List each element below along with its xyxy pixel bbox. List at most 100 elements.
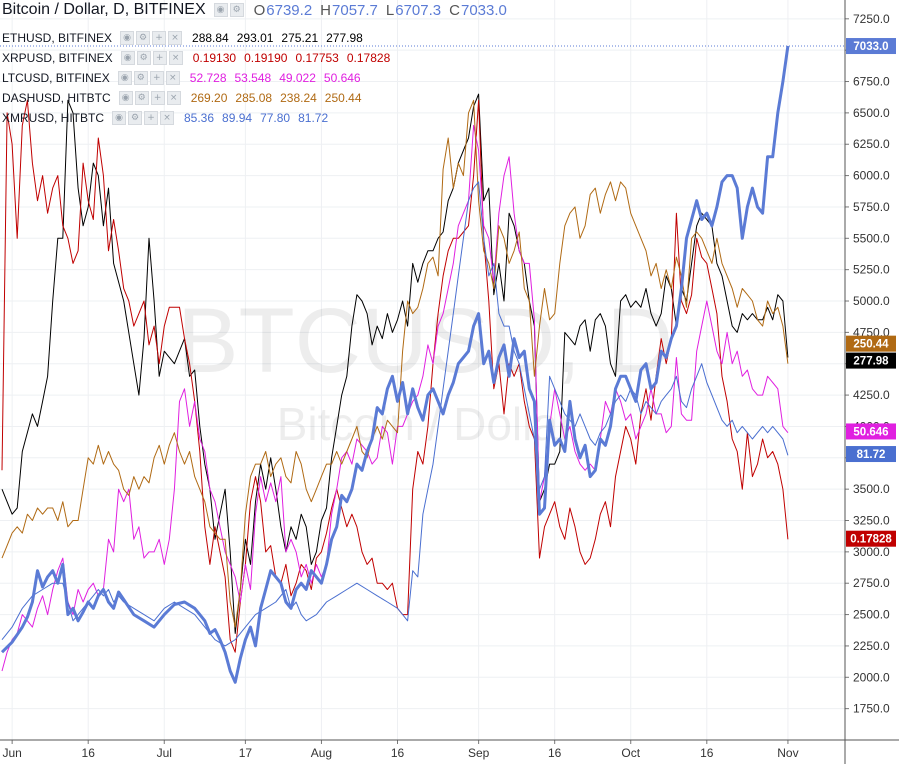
x-tick-label: Aug [311,746,332,760]
last-value-label-ethusd: 277.98 [846,352,896,369]
gear-icon[interactable]: ⚙ [136,31,151,45]
legend-value: 77.80 [260,111,291,125]
series-lines [0,45,790,684]
gear-icon[interactable]: ⚙ [136,51,151,65]
close-icon[interactable]: × [168,31,183,45]
high-label: H [320,1,332,19]
gear-icon[interactable]: ⚙ [134,91,149,105]
legend-row[interactable]: LTCUSD, BITFINEX ◉ ⚙ + × 52.728 53.548 49.022 50… [2,69,361,87]
x-tick-label: 16 [700,746,714,760]
y-tick-label: 6000.0 [853,169,890,183]
y-tick-label: 6250.0 [853,137,890,151]
last-value-text: 0.17828 [850,534,892,546]
y-tick-label: 1750.0 [853,702,890,716]
series-line-xmrusd [1,181,789,647]
legend-values: 269.20 285.08 238.24 250.44 [191,91,362,105]
legend-symbol: DASHUSD, HITBTC [2,91,111,105]
eye-icon[interactable]: ◉ [112,111,126,125]
legend-symbol: LTCUSD, BITFINEX [2,71,110,85]
y-tick-label: 7250.0 [853,12,890,26]
last-value-box [846,335,896,352]
gear-icon[interactable]: ⚙ [229,3,244,17]
legend-row[interactable]: XRPUSD, BITFINEX ◉ ⚙ + × 0.19130 0.19190 0.1775… [2,49,390,67]
legend-value: 293.01 [236,31,274,45]
last-value-text: 277.98 [853,356,889,368]
legend-symbol: ETHUSD, BITFINEX [2,31,113,45]
high-value: 7057.7 [332,1,378,19]
legend-value: 269.20 [190,91,228,105]
main-series-controls: ◉ ⚙ [213,3,244,17]
legend-row[interactable]: DASHUSD, HITBTC ◉ ⚙ + × 269.20 285.08 238.24 250… [2,89,362,107]
legend-value: 277.98 [326,31,363,45]
series-line-dashusd [1,99,789,628]
legend-controls: ◉ ⚙ + × [112,111,174,125]
y-tick-label: 5250.0 [853,263,890,277]
add-icon[interactable]: + [149,71,164,85]
add-icon[interactable]: + [152,51,167,65]
eye-icon[interactable]: ◉ [118,91,133,105]
add-icon[interactable]: + [144,111,158,125]
y-tick-label: 3000.0 [853,545,890,559]
legend-controls: ◉ ⚙ + × [118,91,181,105]
x-tick-label: 16 [82,746,96,760]
eye-icon[interactable]: ◉ [213,3,228,17]
legend-value: 275.21 [281,31,319,45]
last-value-box [846,38,896,55]
last-value-label-ltcusd: 50.646 [846,423,896,440]
legend-row-main[interactable]: Bitcoin / Dollar, D, BITFINEX ◉ ⚙ O6739.… [2,1,507,19]
add-icon[interactable]: + [152,31,167,45]
x-tick-label: 16 [391,746,405,760]
legend-value: 0.17753 [295,51,339,65]
last-value-box [846,352,896,369]
y-tick-label: 5750.0 [853,200,890,214]
x-tick-label: Sep [468,746,490,760]
x-tick-label: Jul [157,746,172,760]
close-icon[interactable]: × [165,71,180,85]
legend-value: 0.19190 [244,51,288,65]
close-icon[interactable]: × [160,111,174,125]
last-value-label-dashusd: 250.44 [846,335,896,352]
legend-value: 53.548 [234,71,272,85]
y-tick-label: 5500.0 [853,231,890,245]
open-value: 6739.2 [266,1,313,19]
y-tick-label: 2750.0 [853,576,890,590]
y-tick-label: 6750.0 [853,75,890,89]
x-tick-label: 16 [548,746,562,760]
x-tick-label: 17 [239,746,253,760]
last-value-labels: 7033.0 277.98 0.17828 50.646 250.44 81.72 [846,38,896,547]
legend-controls: ◉ ⚙ + × [120,31,183,45]
legend-values: 85.36 89.94 77.80 81.72 [184,111,328,125]
eye-icon[interactable]: ◉ [120,31,135,45]
legend-value: 238.24 [280,91,317,105]
eye-icon[interactable]: ◉ [120,51,135,65]
gear-icon[interactable]: ⚙ [128,111,142,125]
watermark-symbol: BTCUSD, D [177,290,673,392]
eye-icon[interactable]: ◉ [117,71,132,85]
last-value-box [846,423,896,440]
close-icon[interactable]: × [168,51,183,65]
legend-value: 52.728 [189,71,227,85]
legend-symbol: XMRUSD, HITBTC [2,111,104,125]
last-value-label-xmrusd: 81.72 [846,446,896,463]
x-tick-label: Nov [777,746,798,760]
legend-value: 50.646 [323,71,361,85]
close-icon[interactable]: × [166,91,181,105]
legend-row[interactable]: XMRUSD, HITBTC ◉ ⚙ + × 85.36 89.94 77.80 81.72 [2,109,328,127]
legend-value: 85.36 [184,111,215,125]
time-axis[interactable]: Jun 16 Jul 17 Aug 16 Sep 16 Oct 16 Nov [0,739,899,760]
last-value-label-btcusd: 7033.0 [846,38,896,55]
legend-value: 250.44 [324,91,362,105]
add-icon[interactable]: + [150,91,165,105]
last-value-text: 81.72 [857,449,886,461]
legend-controls: ◉ ⚙ + × [117,71,180,85]
last-value-box [846,530,896,547]
legend-row[interactable]: ETHUSD, BITFINEX ◉ ⚙ + × 288.84 293.01 275.21 27… [2,29,363,47]
legend-value: 285.08 [235,91,273,105]
close-label: C [449,1,460,19]
gear-icon[interactable]: ⚙ [133,71,148,85]
legend-value: 0.19130 [192,51,237,65]
y-tick-label: 3500.0 [853,482,890,496]
legend-value: 81.72 [298,111,329,125]
